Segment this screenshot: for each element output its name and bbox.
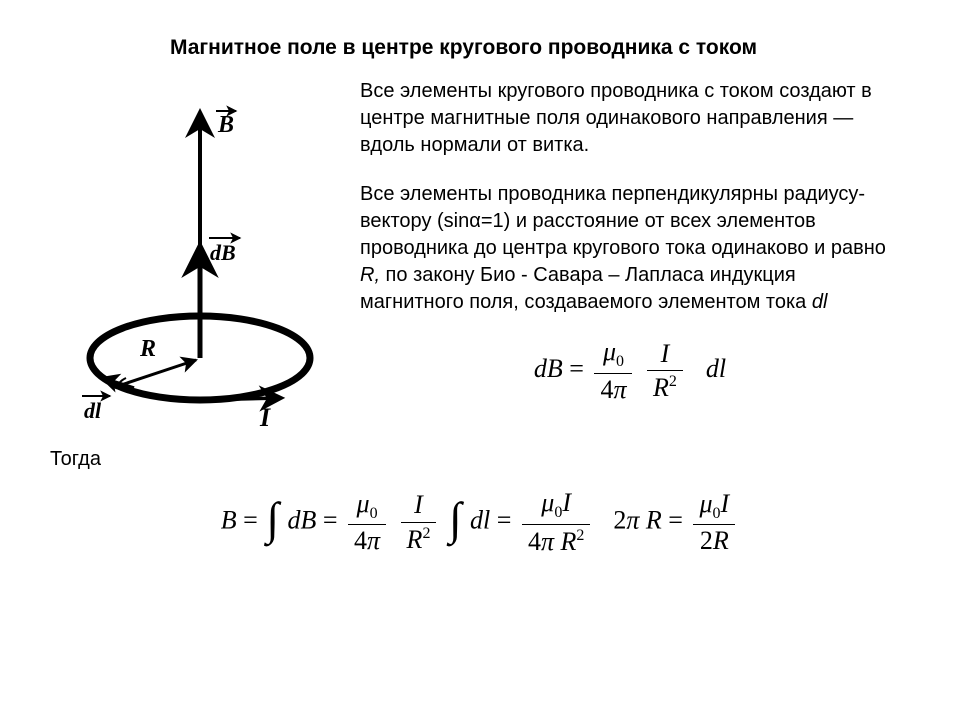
f2-mu01: 0: [370, 505, 378, 522]
f2-mu03: 0: [713, 505, 721, 522]
f2-I2: I: [562, 488, 571, 517]
f1-eq: =: [569, 354, 590, 383]
page: Магнитное поле в центре кругового провод…: [0, 0, 960, 720]
f1-frac-IR: I R2: [647, 340, 683, 403]
f2-B: B: [221, 506, 237, 535]
f2-mu2: μ: [541, 488, 554, 517]
f1-pi: π: [613, 375, 626, 404]
f2-frac2: μ0I 4π R2: [522, 489, 590, 556]
f1-dl: dl: [706, 354, 726, 383]
f2-R22: 2: [576, 527, 584, 544]
label-dl: dl: [84, 398, 102, 423]
f2-R2b: R: [560, 527, 576, 556]
paragraph-1: Все элементы кругового проводника с токо…: [360, 78, 900, 159]
p2-dl: dl: [812, 291, 828, 313]
paragraph-2: Все элементы проводника перпендикулярны …: [360, 181, 900, 316]
f1-R2: 2: [669, 373, 677, 390]
formula-dB: dB = μ0 4π I R2: [360, 338, 900, 404]
vector-I: [200, 398, 280, 400]
f1-four: 4: [600, 375, 613, 404]
f2-four2: 4: [528, 527, 541, 556]
p2-part-c: по закону Био - Савара – Лапласа индукци…: [360, 264, 812, 313]
f2-frac1b: I R2: [401, 491, 437, 554]
integral-icon-1: ∫: [266, 505, 279, 533]
f2-pi3: π: [626, 506, 639, 535]
f2-eq2: =: [323, 506, 344, 535]
f2-pi2: π: [541, 527, 554, 556]
label-I: I: [259, 403, 271, 432]
f2-R21: 2: [422, 525, 430, 542]
f1-lhs: dB: [534, 354, 563, 383]
f1-I: I: [661, 339, 670, 368]
f2-R3: R: [646, 506, 662, 535]
f2-dl: dl: [470, 506, 490, 535]
label-B: B: [217, 112, 234, 138]
f1-mu0: 0: [616, 353, 624, 370]
content-row: B dB R I dl: [60, 78, 900, 438]
f2-dB: dB: [287, 506, 316, 535]
label-R: R: [139, 336, 156, 362]
f2-eq1: =: [243, 506, 264, 535]
f2-R1: R: [407, 525, 423, 554]
text-column: Все элементы кругового проводника с токо…: [360, 78, 900, 404]
vector-R: [118, 360, 196, 386]
f2-mu3: μ: [699, 489, 712, 518]
f1-frac-mu: μ0 4π: [594, 338, 632, 404]
p2-R: R,: [360, 264, 380, 286]
diagram-circular-conductor: B dB R I dl: [60, 78, 360, 438]
formula-B-integral: B = ∫ dB = μ0 4π I R2 ∫ dl = μ0I: [60, 489, 900, 556]
f2-I1: I: [414, 490, 423, 519]
f1-R: R: [653, 373, 669, 402]
f2-mu1: μ: [357, 489, 370, 518]
f2-R4: R: [713, 526, 729, 555]
label-dB: dB: [210, 240, 236, 265]
p2-alpha: α: [469, 210, 481, 232]
f2-I3: I: [721, 489, 730, 518]
f2-two: 2: [613, 506, 626, 535]
f2-eq3: =: [497, 506, 518, 535]
then-label: Тогда: [50, 448, 900, 471]
f2-pi1: π: [367, 526, 380, 555]
diagram-svg: B dB R I dl: [60, 78, 360, 438]
f2-2piR: 2π R: [613, 506, 661, 535]
f2-frac3: μ0I 2R: [693, 490, 735, 556]
f2-four1: 4: [354, 526, 367, 555]
f2-frac1: μ0 4π: [348, 490, 386, 556]
f1-mu: μ: [603, 337, 616, 366]
integral-icon-2: ∫: [449, 505, 462, 533]
f2-eq4: =: [668, 506, 689, 535]
f2-two2: 2: [700, 526, 713, 555]
page-title: Магнитное поле в центре кругового провод…: [170, 36, 900, 60]
